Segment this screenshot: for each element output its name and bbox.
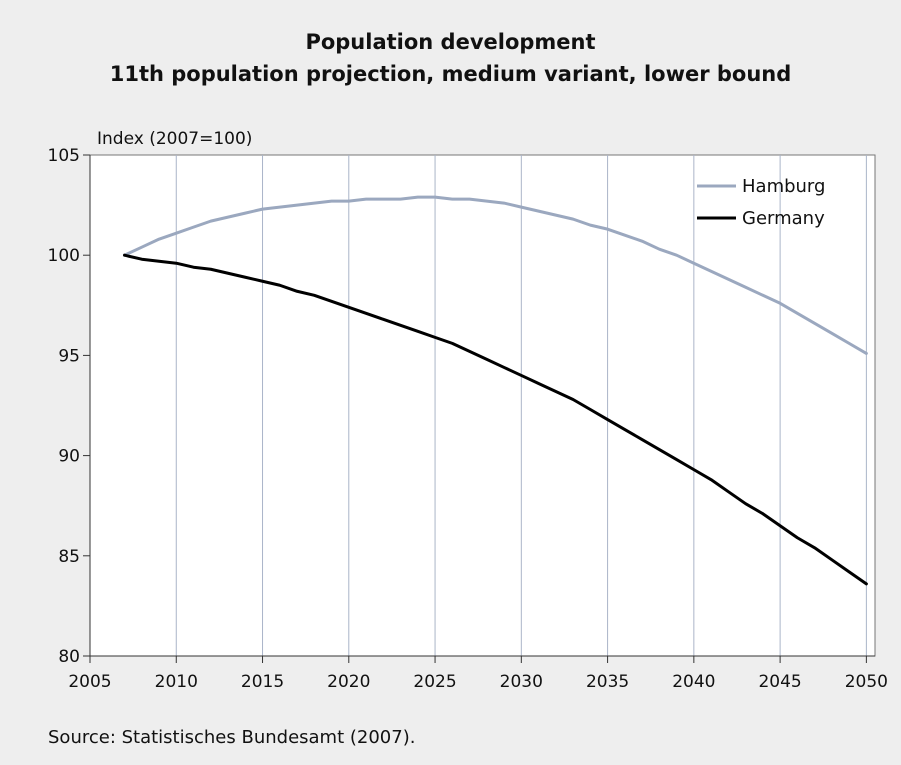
y-tick-label: 105 xyxy=(48,146,80,166)
source-note: Source: Statistisches Bundesamt (2007). xyxy=(48,727,416,748)
series-line-germany xyxy=(123,253,868,586)
chart-title: Population development xyxy=(305,30,596,54)
series-line-hamburg xyxy=(123,195,868,355)
y-axis-label: Index (2007=100) xyxy=(97,129,253,149)
x-tick-label: 2010 xyxy=(155,672,198,692)
y-tick-label: 90 xyxy=(58,447,80,467)
legend-label-hamburg: Hamburg xyxy=(742,176,825,197)
x-tick-label: 2015 xyxy=(241,672,284,692)
legend-label-germany: Germany xyxy=(742,208,825,229)
x-tick-label: 2035 xyxy=(586,672,629,692)
y-tick-label: 95 xyxy=(58,346,80,366)
plot-area xyxy=(89,154,876,657)
x-tick-label: 2040 xyxy=(672,672,715,692)
chart-subtitle: 11th population projection, medium varia… xyxy=(109,62,792,86)
x-tick-label: 2020 xyxy=(327,672,370,692)
x-tick-label: 2025 xyxy=(413,672,456,692)
y-tick-label: 85 xyxy=(58,547,80,567)
x-tick-label: 2005 xyxy=(68,672,111,692)
y-tick-label: 80 xyxy=(58,647,80,667)
x-tick-label: 2045 xyxy=(758,672,801,692)
x-tick-label: 2030 xyxy=(500,672,543,692)
y-tick-label: 100 xyxy=(48,246,80,266)
x-tick-label: 2050 xyxy=(845,672,888,692)
